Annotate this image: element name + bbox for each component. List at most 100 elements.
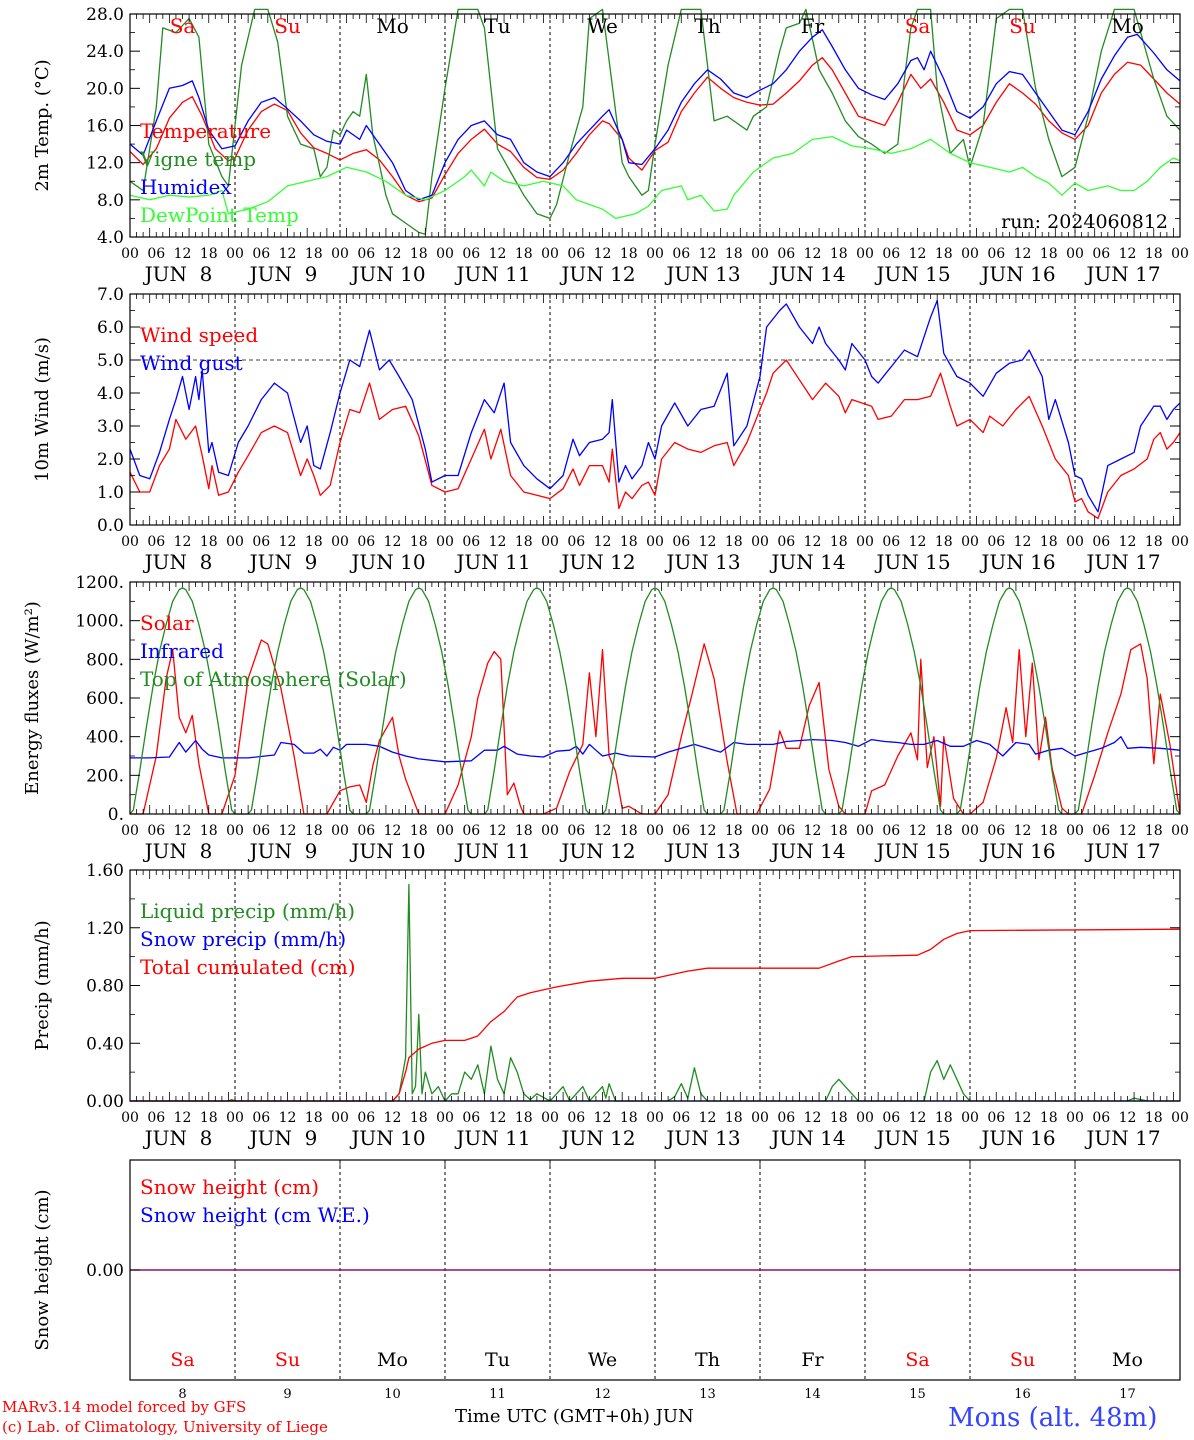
hour-label: 00 <box>1066 246 1084 262</box>
hour-label: 00 <box>331 823 349 839</box>
y-tick-label: 7.0 <box>97 285 124 305</box>
hour-label: 00 <box>226 534 244 550</box>
y-tick-label: 16.0 <box>86 117 124 137</box>
date-label: JUN 8 <box>143 262 213 286</box>
hour-label: 06 <box>462 534 480 550</box>
hour-label: 06 <box>147 823 165 839</box>
copyright-credit: (c) Lab. of Climatology, University of L… <box>2 1418 328 1436</box>
hour-label: 12 <box>909 534 927 550</box>
hour-label: 00 <box>961 534 979 550</box>
date-label: JUN 11 <box>454 1126 530 1150</box>
weekday-label-top: Tu <box>484 14 510 38</box>
weekday-label-bottom: We <box>588 1349 617 1371</box>
series-line-temperature <box>129 57 1181 203</box>
hour-label: 18 <box>1040 1110 1058 1126</box>
date-label: JUN 10 <box>349 262 425 286</box>
y-tick-label: 1.0 <box>97 483 124 503</box>
date-label: JUN 8 <box>143 1126 213 1150</box>
hour-label: 12 <box>594 1110 612 1126</box>
hour-label: 00 <box>226 246 244 262</box>
date-label: JUN 9 <box>248 1126 318 1150</box>
hour-label: 18 <box>305 534 323 550</box>
y-tick-label: 200. <box>86 766 124 786</box>
hour-label: 18 <box>1145 534 1163 550</box>
hour-label: 00 <box>541 823 559 839</box>
series-line-dewpoint-temp <box>129 135 1181 220</box>
weekday-label-top: Su <box>274 14 301 38</box>
date-label: JUN 16 <box>979 839 1055 863</box>
panel-5: 0.00 Snow height (cm) Snow height (cm) Snow… <box>32 1159 1181 1381</box>
hour-label: 00 <box>646 1110 664 1126</box>
date-label: JUN 14 <box>769 550 845 574</box>
day-number-label: 13 <box>699 1387 716 1402</box>
y-axis-label: Energy fluxes (W/m²) <box>22 601 43 795</box>
weekday-label-bottom: Sa <box>905 1349 929 1371</box>
hour-label: 18 <box>410 823 428 839</box>
weekday-label-bottom: Th <box>695 1349 720 1371</box>
date-label: JUN 9 <box>248 839 318 863</box>
hour-label: 18 <box>1040 823 1058 839</box>
y-tick-label: 0.00 <box>86 1261 124 1281</box>
weekday-label-bottom: Su <box>1010 1349 1035 1371</box>
hour-label: 00 <box>751 1110 769 1126</box>
hour-label: 06 <box>1092 246 1110 262</box>
y-axis-label: 10m Wind (m/s) <box>32 337 53 482</box>
hour-label: 06 <box>1092 534 1110 550</box>
hour-label: 06 <box>357 1110 375 1126</box>
hour-label: 12 <box>279 246 297 262</box>
hour-label: 06 <box>882 823 900 839</box>
y-tick-label: 1200. <box>75 573 124 593</box>
hour-label: 00 <box>1171 534 1189 550</box>
day-number-label: 8 <box>178 1387 186 1402</box>
date-label: JUN 13 <box>664 550 740 574</box>
hour-label: 06 <box>1092 1110 1110 1126</box>
hour-label: 18 <box>305 823 323 839</box>
hour-label: 06 <box>1092 823 1110 839</box>
model-credit: MARv3.14 model forced by GFS <box>2 1398 247 1416</box>
hour-label: 12 <box>909 823 927 839</box>
hour-label: 06 <box>672 823 690 839</box>
hour-label: 12 <box>1119 534 1137 550</box>
hour-label: 18 <box>200 534 218 550</box>
hour-label: 06 <box>987 246 1005 262</box>
date-label: JUN 17 <box>1084 550 1160 574</box>
hour-label: 18 <box>1145 1110 1163 1126</box>
hour-label: 18 <box>1145 823 1163 839</box>
weekday-label-top: Sa <box>905 14 931 38</box>
y-tick-label: 400. <box>86 728 124 748</box>
day-number-label: 11 <box>489 1387 506 1402</box>
date-label: JUN 10 <box>349 1126 425 1150</box>
y-tick-label: 24.0 <box>86 42 124 62</box>
hour-label: 12 <box>279 1110 297 1126</box>
hour-label: 18 <box>725 534 743 550</box>
hour-label: 06 <box>147 534 165 550</box>
hour-label: 00 <box>751 823 769 839</box>
date-label: JUN 11 <box>454 839 530 863</box>
date-label: JUN 16 <box>979 1126 1055 1150</box>
hour-label: 06 <box>252 1110 270 1126</box>
y-tick-label: 0.0 <box>97 516 124 536</box>
time-axis-month: JUN <box>655 1406 694 1427</box>
date-label: JUN 12 <box>559 262 635 286</box>
series-line-top-of-atmosphere-solar- <box>129 587 1181 815</box>
hour-label: 18 <box>200 823 218 839</box>
legend-entry: Humidex <box>140 175 232 199</box>
hour-label: 06 <box>567 246 585 262</box>
hour-label: 12 <box>174 534 192 550</box>
weekday-label-bottom: Sa <box>170 1349 194 1371</box>
y-tick-label: 20.0 <box>86 79 124 99</box>
legend-entry: Total cumulated (cm) <box>140 955 356 979</box>
hour-label: 12 <box>699 1110 717 1126</box>
hour-label: 18 <box>620 534 638 550</box>
hour-label: 12 <box>1014 246 1032 262</box>
y-tick-label: 4.0 <box>97 228 124 248</box>
date-label: JUN 14 <box>769 1126 845 1150</box>
weekday-label-top: Mo <box>1111 14 1144 38</box>
date-label: JUN 15 <box>874 1126 950 1150</box>
hour-label: 06 <box>567 823 585 839</box>
hour-label: 12 <box>279 534 297 550</box>
weekday-label-top: Th <box>694 14 720 38</box>
hour-label: 12 <box>489 246 507 262</box>
y-tick-label: 600. <box>86 689 124 709</box>
date-label: JUN 12 <box>559 550 635 574</box>
